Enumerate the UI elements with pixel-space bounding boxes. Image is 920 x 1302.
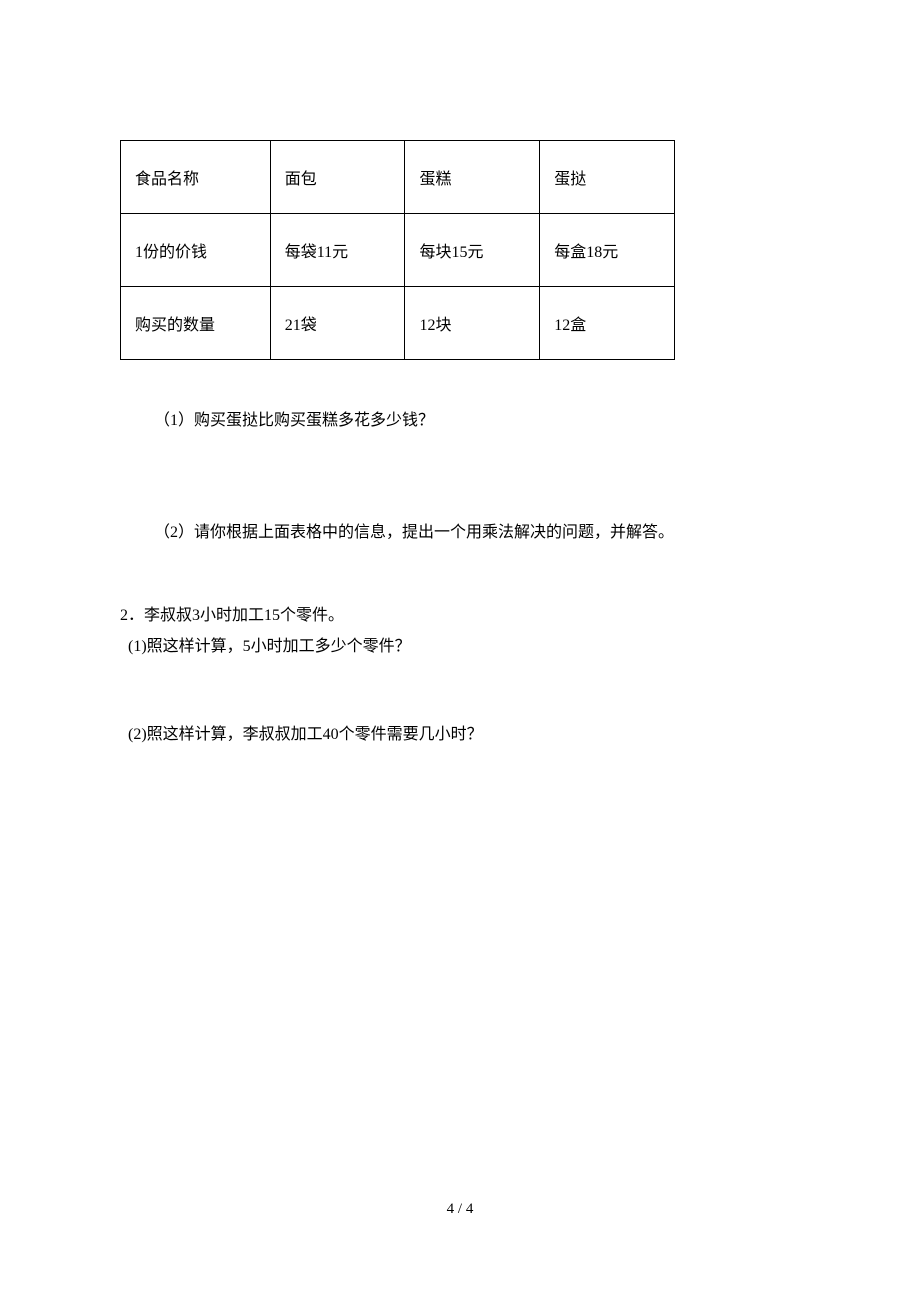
- page-content: 食品名称 面包 蛋糕 蛋挞 1份的价钱 每袋11元 每块15元 每盒18元 购买…: [0, 0, 920, 750]
- table-cell: 每袋11元: [270, 214, 405, 287]
- table-cell: 购买的数量: [121, 287, 271, 360]
- table-cell: 12盒: [540, 287, 675, 360]
- question-text: （1）购买蛋挞比购买蛋糕多花多少钱？: [154, 408, 800, 434]
- table-cell: 面包: [270, 141, 405, 214]
- table-cell: 21袋: [270, 287, 405, 360]
- question-text: （2）请你根据上面表格中的信息，提出一个用乘法解决的问题，并解答。: [154, 520, 800, 546]
- table-row: 购买的数量 21袋 12块 12盒: [121, 287, 675, 360]
- problem-2: 2．李叔叔3小时加工15个零件。 (1)照这样计算，5小时加工多少个零件？ (2…: [120, 601, 800, 750]
- sub-question-2: (2)照这样计算，李叔叔加工40个零件需要几小时？: [128, 720, 800, 750]
- sub-question-1: (1)照这样计算，5小时加工多少个零件？: [128, 632, 800, 662]
- table-cell: 1份的价钱: [121, 214, 271, 287]
- table-cell: 每块15元: [405, 214, 540, 287]
- question-1-1: （1）购买蛋挞比购买蛋糕多花多少钱？: [154, 408, 800, 434]
- table-row: 1份的价钱 每袋11元 每块15元 每盒18元: [121, 214, 675, 287]
- table-cell: 12块: [405, 287, 540, 360]
- question-1-2: （2）请你根据上面表格中的信息，提出一个用乘法解决的问题，并解答。: [154, 520, 800, 546]
- table-row: 食品名称 面包 蛋糕 蛋挞: [121, 141, 675, 214]
- table-cell: 食品名称: [121, 141, 271, 214]
- table-cell: 蛋糕: [405, 141, 540, 214]
- table-cell: 每盒18元: [540, 214, 675, 287]
- page-number: 4 / 4: [0, 1201, 920, 1218]
- food-price-table: 食品名称 面包 蛋糕 蛋挞 1份的价钱 每袋11元 每块15元 每盒18元 购买…: [120, 140, 675, 360]
- table-cell: 蛋挞: [540, 141, 675, 214]
- problem-title: 2．李叔叔3小时加工15个零件。: [120, 601, 800, 631]
